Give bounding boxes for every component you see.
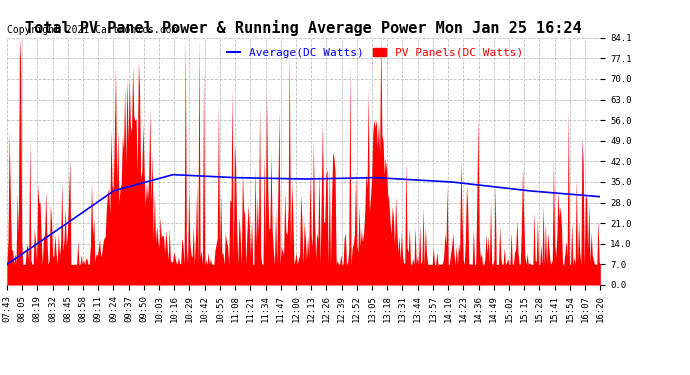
Text: Copyright 2021 Cartronics.com: Copyright 2021 Cartronics.com	[7, 25, 177, 35]
Legend: Average(DC Watts), PV Panels(DC Watts): Average(DC Watts), PV Panels(DC Watts)	[222, 43, 527, 62]
Title: Total PV Panel Power & Running Average Power Mon Jan 25 16:24: Total PV Panel Power & Running Average P…	[26, 20, 582, 36]
